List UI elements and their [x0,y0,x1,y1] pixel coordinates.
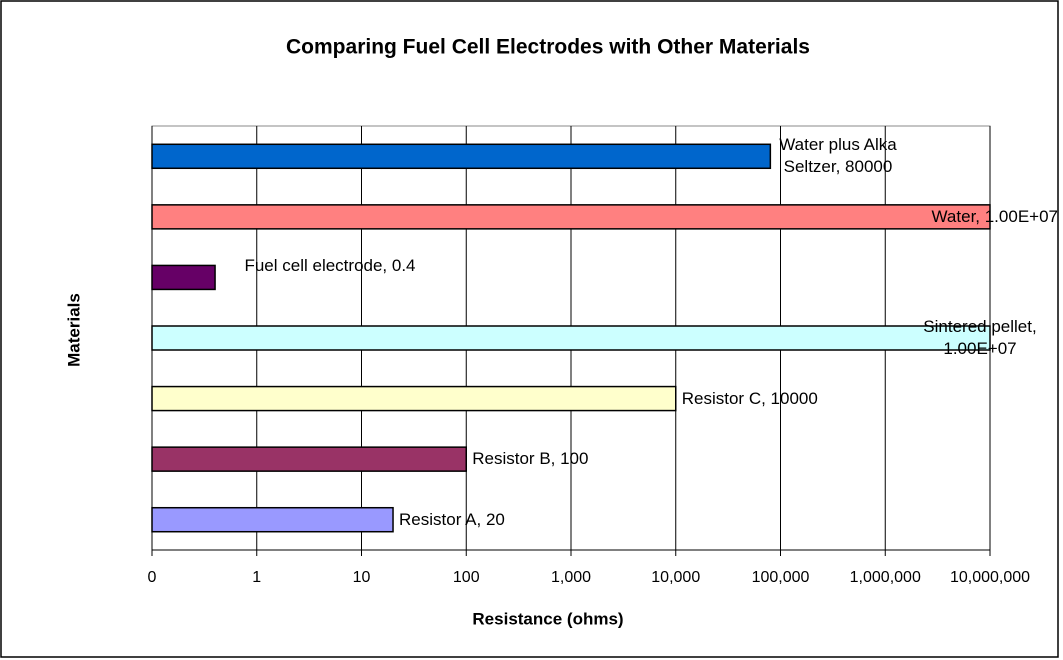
data-label: Resistor A, 20 [399,509,505,529]
x-tick-label: 1 [252,569,262,586]
x-tick-label: 1,000 [550,569,592,586]
bar [151,143,772,170]
bar [151,385,677,412]
data-label: Sintered pellet, 1.00E+07 [923,317,1037,358]
data-label: Resistor B, 100 [472,449,589,469]
x-axis-label: Resistance (ohms) [472,609,623,628]
data-label: Water, 1.00E+07 [931,206,1058,226]
x-tick-label: 0 [147,569,157,586]
bar [151,325,991,351]
bar [151,446,467,472]
bar [151,506,394,533]
x-tick-label: 10 [352,569,371,586]
chart-title: Comparing Fuel Cell Electrodes with Othe… [286,36,810,59]
y-axis-label: Materials [64,293,83,367]
data-label: Fuel cell electrode, 0.4 [244,256,416,276]
data-label: Water plus Alka Seltzer, 80000 [779,135,897,177]
x-tick-label: 10,000 [651,569,701,586]
bar [151,264,216,291]
x-tick-label: 1,000,000 [849,569,921,586]
data-label: Resistor C, 10000 [681,388,818,408]
x-tick-label: 10,000,000 [949,569,1031,586]
bar [151,204,991,230]
x-tick-label: 100,000 [751,569,810,586]
x-tick-label: 100 [452,569,480,586]
